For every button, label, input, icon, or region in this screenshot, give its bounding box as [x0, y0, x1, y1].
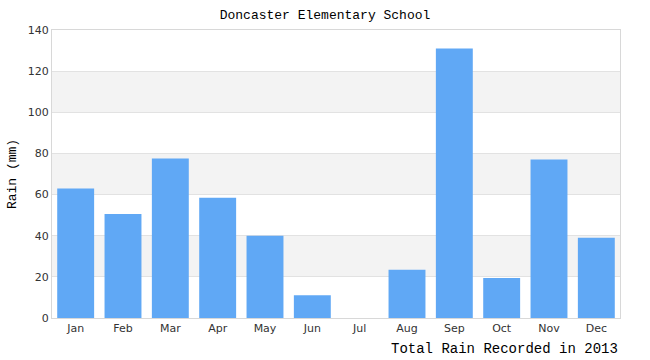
svg-text:Sep: Sep [444, 322, 465, 335]
svg-text:140: 140 [28, 24, 49, 37]
svg-text:Jan: Jan [66, 322, 84, 335]
svg-text:May: May [254, 322, 277, 335]
svg-text:Nov: Nov [538, 322, 560, 335]
svg-text:120: 120 [28, 65, 49, 78]
svg-text:20: 20 [35, 271, 49, 284]
svg-text:Mar: Mar [160, 322, 181, 335]
svg-text:Dec: Dec [586, 322, 607, 335]
svg-text:Feb: Feb [113, 322, 132, 335]
svg-text:Total Rain Recorded in 2013: Total Rain Recorded in 2013 [391, 341, 618, 357]
svg-text:Aug: Aug [396, 322, 417, 335]
svg-text:100: 100 [28, 106, 49, 119]
svg-text:Oct: Oct [492, 322, 512, 335]
svg-text:Rain (mm): Rain (mm) [5, 139, 20, 209]
svg-text:Jul: Jul [352, 322, 366, 335]
svg-text:80: 80 [35, 147, 49, 160]
svg-text:Doncaster Elementary School: Doncaster Elementary School [220, 8, 431, 23]
svg-text:Jun: Jun [303, 322, 321, 335]
svg-text:60: 60 [35, 188, 49, 201]
svg-text:40: 40 [35, 230, 49, 243]
svg-text:Apr: Apr [208, 322, 228, 335]
svg-text:0: 0 [42, 312, 49, 325]
